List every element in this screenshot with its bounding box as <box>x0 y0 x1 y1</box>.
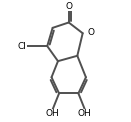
Text: Cl: Cl <box>17 42 26 51</box>
Text: OH: OH <box>46 109 59 118</box>
Text: O: O <box>65 2 72 11</box>
Text: OH: OH <box>78 109 92 118</box>
Text: O: O <box>88 28 95 37</box>
